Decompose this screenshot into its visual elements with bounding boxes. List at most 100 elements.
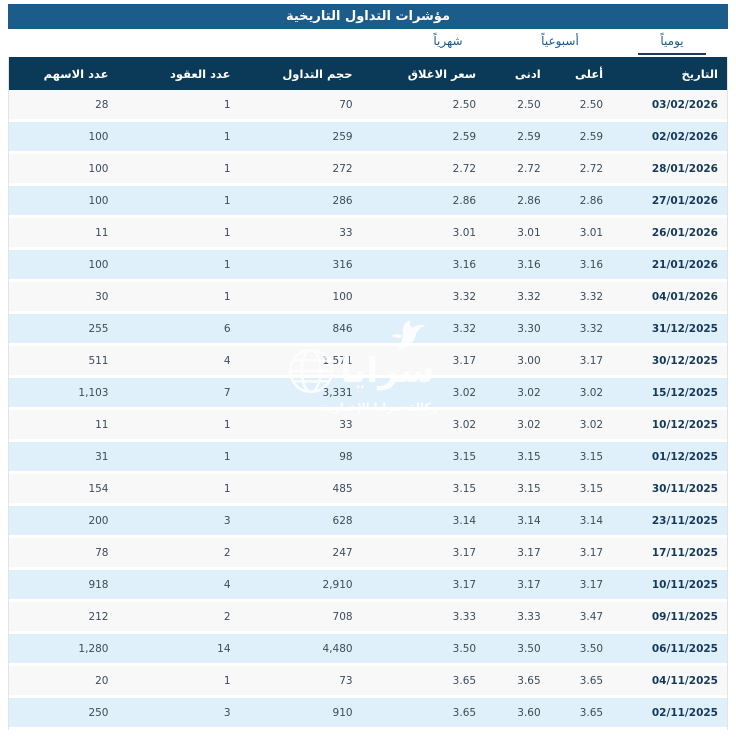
table-row: 28/01/2026 2.72 2.72 2.72 272 1 100 [9,152,727,186]
cell-high: 3.32 [549,312,613,346]
cell-date: 09/11/2025 [612,600,727,634]
cell-date: 02/11/2025 [612,696,727,730]
cell-date: 17/11/2025 [612,536,727,570]
cell-low: 3.14 [485,504,550,538]
cell-volume: 33 [239,216,362,250]
cell-low: 3.50 [485,632,550,666]
cell-high: 3.15 [549,440,613,474]
table-row: 02/11/2025 3.65 3.60 3.65 910 3 250 [9,696,727,730]
cell-high: 3.32 [549,280,613,314]
cell-high: 2.86 [549,184,613,218]
table-row: 03/02/2026 2.50 2.50 2.50 70 1 28 [9,90,727,122]
widget-title-bar: مؤشرات التداول التاريخية [8,4,728,29]
cell-shares: 28 [9,90,118,122]
cell-date: 23/11/2025 [612,504,727,538]
period-tabs: يومياً أسبوعياً شهرياً [8,29,728,57]
cell-contracts: 1 [117,472,240,506]
cell-low: 2.86 [485,184,550,218]
cell-low: 3.01 [485,216,550,250]
col-header-date: التاريخ [612,57,727,90]
cell-date: 10/11/2025 [612,568,727,602]
cell-shares: 78 [9,536,118,570]
cell-volume: 628 [239,504,362,538]
cell-contracts: 1 [117,248,240,282]
cell-high: 3.01 [549,216,613,250]
cell-date: 15/12/2025 [612,376,727,410]
cell-volume: 316 [239,248,362,282]
cell-high: 3.02 [549,408,613,442]
cell-volume: 286 [239,184,362,218]
cell-close: 3.32 [361,312,486,346]
cell-date: 21/01/2026 [612,248,727,282]
cell-volume: 272 [239,152,362,186]
cell-date: 30/11/2025 [612,472,727,506]
table-row: 01/12/2025 3.15 3.15 3.15 98 1 31 [9,440,727,474]
cell-shares: 212 [9,600,118,634]
cell-high: 3.65 [549,664,613,698]
cell-close: 3.65 [361,696,486,730]
cell-close: 3.02 [361,408,486,442]
page-title: مؤشرات التداول التاريخية [285,9,451,24]
cell-high: 3.17 [549,536,613,570]
cell-shares: 11 [9,408,118,442]
tab-weekly-label: أسبوعياً [541,33,579,48]
cell-volume: 33 [239,408,362,442]
cell-shares: 918 [9,568,118,602]
cell-volume: 910 [239,696,362,730]
history-table: التاريخ أعلى ادنى سعر الاغلاق حجم التداو… [9,57,727,730]
table-row: 09/11/2025 3.47 3.33 3.33 708 2 212 [9,600,727,634]
cell-high: 3.65 [549,696,613,730]
cell-low: 3.16 [485,248,550,282]
cell-volume: 846 [239,312,362,346]
tab-monthly[interactable]: شهرياً [392,32,504,55]
cell-high: 2.50 [549,90,613,122]
tab-monthly-label: شهرياً [433,33,463,48]
cell-low: 2.50 [485,90,550,122]
col-header-contracts: عدد العقود [117,57,240,90]
cell-contracts: 3 [117,696,240,730]
cell-shares: 511 [9,344,118,378]
cell-contracts: 1 [117,216,240,250]
cell-low: 3.30 [485,312,550,346]
cell-date: 06/11/2025 [612,632,727,666]
cell-contracts: 1 [117,90,240,122]
cell-contracts: 1 [117,664,240,698]
cell-volume: 259 [239,120,362,154]
cell-shares: 31 [9,440,118,474]
cell-low: 3.00 [485,344,550,378]
tab-daily[interactable]: يومياً [616,32,728,55]
table-header-row: التاريخ أعلى ادنى سعر الاغلاق حجم التداو… [9,57,727,90]
cell-date: 10/12/2025 [612,408,727,442]
tab-weekly[interactable]: أسبوعياً [504,32,616,55]
cell-high: 3.17 [549,344,613,378]
cell-close: 3.02 [361,376,486,410]
cell-contracts: 1 [117,152,240,186]
cell-low: 3.17 [485,568,550,602]
cell-date: 01/12/2025 [612,440,727,474]
cell-low: 3.32 [485,280,550,314]
table-row: 31/12/2025 3.32 3.30 3.32 846 6 255 [9,312,727,346]
cell-shares: 100 [9,152,118,186]
cell-close: 3.17 [361,344,486,378]
cell-close: 3.50 [361,632,486,666]
col-header-high: أعلى [549,57,613,90]
table-row: 06/11/2025 3.50 3.50 3.50 4,480 14 1,280 [9,632,727,666]
cell-close: 3.14 [361,504,486,538]
cell-shares: 255 [9,312,118,346]
cell-date: 03/02/2026 [612,90,727,122]
col-header-shares: عدد الاسهم [9,57,118,90]
cell-contracts: 3 [117,504,240,538]
cell-contracts: 1 [117,408,240,442]
cell-low: 3.15 [485,440,550,474]
cell-contracts: 14 [117,632,240,666]
tab-daily-label: يومياً [638,34,706,55]
cell-date: 30/12/2025 [612,344,727,378]
cell-high: 3.14 [549,504,613,538]
trading-history-widget: مؤشرات التداول التاريخية يومياً أسبوعياً… [8,4,728,730]
cell-low: 3.65 [485,664,550,698]
table-row: 10/12/2025 3.02 3.02 3.02 33 1 11 [9,408,727,442]
cell-contracts: 7 [117,376,240,410]
cell-date: 02/02/2026 [612,120,727,154]
cell-volume: 98 [239,440,362,474]
cell-shares: 11 [9,216,118,250]
